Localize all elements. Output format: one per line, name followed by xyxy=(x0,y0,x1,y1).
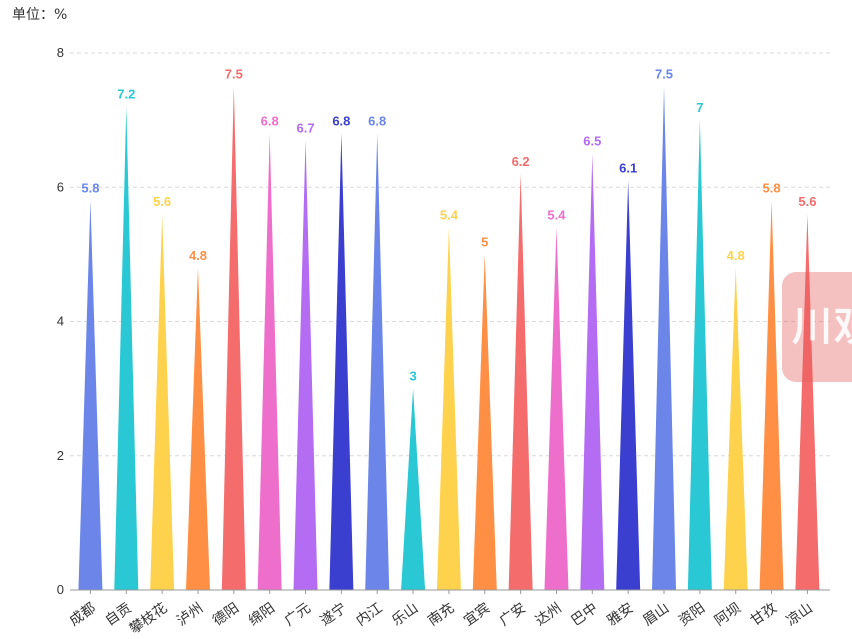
x-tick-label: 宜宾 xyxy=(461,600,493,629)
bar xyxy=(616,180,641,590)
bar xyxy=(580,153,605,590)
x-tick-label: 成都 xyxy=(67,600,99,629)
bar xyxy=(401,388,426,590)
x-tick-label: 资阳 xyxy=(676,600,708,629)
data-label: 5.6 xyxy=(798,194,816,209)
x-tick-label: 广安 xyxy=(497,600,529,629)
bar xyxy=(723,267,748,590)
x-tick-label: 绵阳 xyxy=(245,599,278,629)
x-tick-label: 广元 xyxy=(282,600,314,629)
y-tick-label: 8 xyxy=(57,45,64,60)
bar xyxy=(795,214,820,590)
watermark-logo: 川观 xyxy=(782,272,852,382)
bar xyxy=(472,254,497,590)
bar xyxy=(221,86,246,590)
data-label: 6.7 xyxy=(296,120,314,135)
x-tick-label: 南充 xyxy=(425,600,457,629)
y-tick-label: 4 xyxy=(57,314,64,329)
data-label: 6.8 xyxy=(332,114,350,129)
x-tick-label: 内江 xyxy=(353,600,385,629)
bar xyxy=(687,120,712,590)
data-label: 5.8 xyxy=(81,181,99,196)
data-label: 4.8 xyxy=(727,248,745,263)
data-label: 7 xyxy=(696,100,703,115)
bar xyxy=(257,133,282,591)
x-tick-label: 乐山 xyxy=(389,600,421,629)
x-tick-label: 凉山 xyxy=(784,600,816,629)
bar xyxy=(759,200,784,591)
data-label: 4.8 xyxy=(189,248,207,263)
x-tick-label: 眉山 xyxy=(640,600,672,629)
x-tick-label: 泸州 xyxy=(174,600,206,629)
data-label: 7.5 xyxy=(225,67,243,82)
x-tick-label: 巴中 xyxy=(569,600,601,629)
y-tick-label: 0 xyxy=(57,582,64,597)
bars xyxy=(78,86,820,591)
bar xyxy=(185,267,210,590)
bar xyxy=(329,133,354,591)
watermark-text: 川观 xyxy=(792,304,852,350)
bar xyxy=(150,214,175,590)
bar xyxy=(114,106,139,590)
y-tick-label: 2 xyxy=(57,448,64,463)
data-label: 7.2 xyxy=(117,87,135,102)
data-label: 6.5 xyxy=(583,134,601,149)
y-axis-unit-label: 单位：% xyxy=(12,7,68,23)
x-tick-label: 攀枝花 xyxy=(127,600,171,637)
x-tick-label: 甘孜 xyxy=(748,600,780,629)
x-axis-ticks: 成都 自贡攀枝花 泸州 德阳 绵阳 广元 遂宁 内江 乐山 南充 宜宾 广安 达州 巴中 雅安 眉山 资阳 阿坝甘… xyxy=(67,590,816,637)
bar xyxy=(436,227,461,590)
data-label: 5.4 xyxy=(440,208,459,223)
data-label: 3 xyxy=(409,369,416,384)
bar xyxy=(652,86,677,590)
bar xyxy=(508,173,533,590)
data-label: 5.4 xyxy=(547,208,566,223)
bar xyxy=(365,133,390,591)
x-tick-label: 达州 xyxy=(533,600,565,629)
data-label: 5 xyxy=(481,234,488,249)
data-label: 5.8 xyxy=(763,181,781,196)
data-labels: 5.8 7.2 5.6 4.8 7.5 6.8 6.7 6.8 6.8 3 5.4 5 6.2 5.4 6.… xyxy=(81,67,816,384)
data-label: 5.6 xyxy=(153,194,171,209)
data-label: 6.1 xyxy=(619,161,637,176)
y-tick-label: 6 xyxy=(57,179,64,194)
x-tick-label: 遂宁 xyxy=(317,599,350,629)
bar xyxy=(78,200,103,591)
bar xyxy=(293,140,318,590)
x-tick-label: 德阳 xyxy=(210,600,242,629)
data-label: 7.5 xyxy=(655,67,673,82)
bar xyxy=(544,227,569,590)
data-label: 6.2 xyxy=(512,154,530,169)
x-tick-label: 阿坝 xyxy=(712,600,744,629)
x-tick-label: 雅安 xyxy=(604,600,636,629)
y-axis-ticks: 0 2 4 6 8 xyxy=(57,45,64,597)
data-label: 6.8 xyxy=(261,114,279,129)
data-label: 6.8 xyxy=(368,114,386,129)
